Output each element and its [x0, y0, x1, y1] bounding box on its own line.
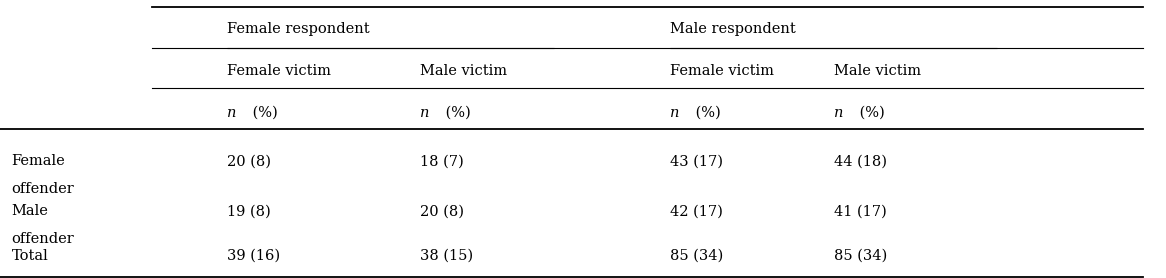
Text: 39 (16): 39 (16) [227, 249, 281, 263]
Text: Female: Female [12, 154, 65, 168]
Text: 44 (18): 44 (18) [834, 154, 886, 168]
Text: 41 (17): 41 (17) [834, 204, 886, 218]
Text: Female victim: Female victim [670, 64, 774, 78]
Text: Total: Total [12, 249, 49, 263]
Text: 85 (34): 85 (34) [834, 249, 887, 263]
Text: 20 (8): 20 (8) [420, 204, 464, 218]
Text: (%): (%) [441, 106, 471, 120]
Text: Male: Male [12, 204, 49, 218]
Text: 20 (8): 20 (8) [227, 154, 272, 168]
Text: Male respondent: Male respondent [670, 22, 796, 36]
Text: n: n [834, 106, 843, 120]
Text: Female victim: Female victim [227, 64, 331, 78]
Text: (%): (%) [248, 106, 279, 120]
Text: Female respondent: Female respondent [227, 22, 370, 36]
Text: n: n [227, 106, 237, 120]
Text: offender: offender [12, 182, 75, 196]
Text: n: n [670, 106, 680, 120]
Text: 42 (17): 42 (17) [670, 204, 723, 218]
Text: (%): (%) [691, 106, 722, 120]
Text: n: n [420, 106, 429, 120]
Text: 43 (17): 43 (17) [670, 154, 723, 168]
Text: (%): (%) [855, 106, 885, 120]
Text: 19 (8): 19 (8) [227, 204, 272, 218]
Text: Male victim: Male victim [420, 64, 507, 78]
Text: Male victim: Male victim [834, 64, 921, 78]
Text: 38 (15): 38 (15) [420, 249, 473, 263]
Text: 85 (34): 85 (34) [670, 249, 724, 263]
Text: offender: offender [12, 232, 75, 246]
Text: 18 (7): 18 (7) [420, 154, 464, 168]
